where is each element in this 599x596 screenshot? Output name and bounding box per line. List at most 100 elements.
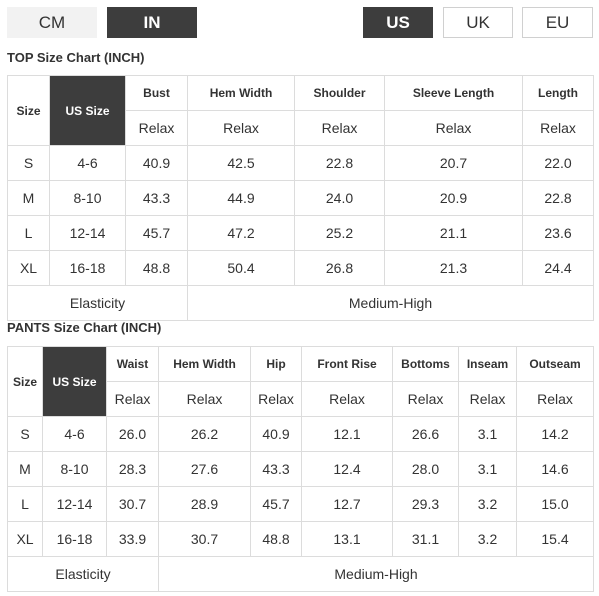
fit-label: Relax [125, 110, 188, 146]
fit-label: Relax [158, 381, 251, 417]
cell-length: 22.0 [522, 145, 594, 181]
unit-in-button[interactable]: IN [107, 7, 197, 38]
cell-us-size: 16-18 [49, 250, 126, 286]
cell-size: L [7, 486, 43, 522]
fit-label: Relax [187, 110, 295, 146]
cell-us-size: 8-10 [42, 451, 107, 487]
top-elasticity-row: Elasticity Medium-High [7, 285, 594, 321]
pants-chart-title: PANTS Size Chart (INCH) [7, 320, 162, 335]
cell-bust: 43.3 [125, 180, 188, 216]
col-header-hem-width: Hem Width [158, 346, 251, 382]
col-header-hip: Hip [250, 346, 302, 382]
top-chart-title: TOP Size Chart (INCH) [7, 50, 145, 65]
cell-us-size: 12-14 [49, 215, 126, 251]
cell-bottoms: 26.6 [392, 416, 459, 452]
top-fit-row: Relax Relax Relax Relax Relax [8, 110, 594, 146]
cell-shoulder: 24.0 [294, 180, 385, 216]
cell-waist: 30.7 [106, 486, 159, 522]
fit-label: Relax [516, 381, 594, 417]
col-header-front-rise: Front Rise [301, 346, 393, 382]
cell-bottoms: 31.1 [392, 521, 459, 557]
cell-outseam: 14.6 [516, 451, 594, 487]
cell-size: S [7, 416, 43, 452]
col-header-hem-width: Hem Width [187, 75, 295, 111]
cell-hem-width: 44.9 [187, 180, 295, 216]
cell-hem-width: 26.2 [158, 416, 251, 452]
col-header-length: Length [522, 75, 594, 111]
fit-label: Relax [106, 381, 159, 417]
cell-size: XL [7, 250, 50, 286]
cell-front-rise: 12.1 [301, 416, 393, 452]
cell-size: L [7, 215, 50, 251]
cell-hem-width: 50.4 [187, 250, 295, 286]
cell-us-size: 16-18 [42, 521, 107, 557]
cell-sleeve-length: 21.3 [384, 250, 523, 286]
region-eu-button[interactable]: EU [522, 7, 593, 38]
cell-inseam: 3.2 [458, 486, 517, 522]
table-row: M 8-10 43.3 44.9 24.0 20.9 22.8 [7, 180, 594, 216]
top-header-row: Size US Size Bust Hem Width Shoulder Sle… [7, 75, 594, 146]
cell-bottoms: 28.0 [392, 451, 459, 487]
cell-hem-width: 28.9 [158, 486, 251, 522]
fit-label: Relax [294, 110, 385, 146]
fit-label: Relax [522, 110, 594, 146]
table-row: L 12-14 45.7 47.2 25.2 21.1 23.6 [7, 215, 594, 251]
table-row: M 8-10 28.3 27.6 43.3 12.4 28.0 3.1 14.6 [7, 451, 594, 487]
table-row: L 12-14 30.7 28.9 45.7 12.7 29.3 3.2 15.… [7, 486, 594, 522]
cell-front-rise: 12.4 [301, 451, 393, 487]
cell-size: M [7, 451, 43, 487]
cell-sleeve-length: 20.9 [384, 180, 523, 216]
cell-us-size: 12-14 [42, 486, 107, 522]
col-header-us-size: US Size [42, 346, 107, 417]
col-header-size: Size [7, 346, 43, 417]
cell-front-rise: 12.7 [301, 486, 393, 522]
cell-waist: 28.3 [106, 451, 159, 487]
cell-size: M [7, 180, 50, 216]
fit-label: Relax [458, 381, 517, 417]
table-row: XL 16-18 33.9 30.7 48.8 13.1 31.1 3.2 15… [7, 521, 594, 557]
cell-outseam: 15.4 [516, 521, 594, 557]
col-header-shoulder: Shoulder [294, 75, 385, 111]
cell-length: 24.4 [522, 250, 594, 286]
elasticity-value: Medium-High [158, 556, 594, 592]
top-size-table: Size US Size Bust Hem Width Shoulder Sle… [7, 75, 594, 321]
cell-bust: 48.8 [125, 250, 188, 286]
col-header-bust: Bust [125, 75, 188, 111]
cell-inseam: 3.1 [458, 416, 517, 452]
cell-sleeve-length: 21.1 [384, 215, 523, 251]
cell-inseam: 3.2 [458, 521, 517, 557]
cell-shoulder: 26.8 [294, 250, 385, 286]
table-row: S 4-6 40.9 42.5 22.8 20.7 22.0 [7, 145, 594, 181]
cell-front-rise: 13.1 [301, 521, 393, 557]
col-header-inseam: Inseam [458, 346, 517, 382]
cell-us-size: 4-6 [42, 416, 107, 452]
cell-hip: 48.8 [250, 521, 302, 557]
cell-sleeve-length: 20.7 [384, 145, 523, 181]
col-header-size: Size [7, 75, 50, 146]
cell-shoulder: 25.2 [294, 215, 385, 251]
cell-waist: 33.9 [106, 521, 159, 557]
col-header-sleeve-length: Sleeve Length [384, 75, 523, 111]
cell-hem-width: 27.6 [158, 451, 251, 487]
col-header-outseam: Outseam [516, 346, 594, 382]
pants-header-row: Size US Size Waist Hem Width Hip Front R… [7, 346, 594, 417]
col-header-us-size: US Size [49, 75, 126, 146]
col-header-waist: Waist [106, 346, 159, 382]
cell-hem-width: 42.5 [187, 145, 295, 181]
cell-hem-width: 30.7 [158, 521, 251, 557]
elasticity-label: Elasticity [7, 556, 159, 592]
cell-length: 23.6 [522, 215, 594, 251]
fit-label: Relax [392, 381, 459, 417]
cell-hip: 40.9 [250, 416, 302, 452]
fit-label: Relax [250, 381, 302, 417]
region-us-button[interactable]: US [363, 7, 433, 38]
elasticity-value: Medium-High [187, 285, 594, 321]
table-row: S 4-6 26.0 26.2 40.9 12.1 26.6 3.1 14.2 [7, 416, 594, 452]
region-uk-button[interactable]: UK [443, 7, 513, 38]
cell-bust: 45.7 [125, 215, 188, 251]
elasticity-label: Elasticity [7, 285, 188, 321]
cell-size: S [7, 145, 50, 181]
unit-cm-button[interactable]: CM [7, 7, 97, 38]
cell-bust: 40.9 [125, 145, 188, 181]
cell-hem-width: 47.2 [187, 215, 295, 251]
